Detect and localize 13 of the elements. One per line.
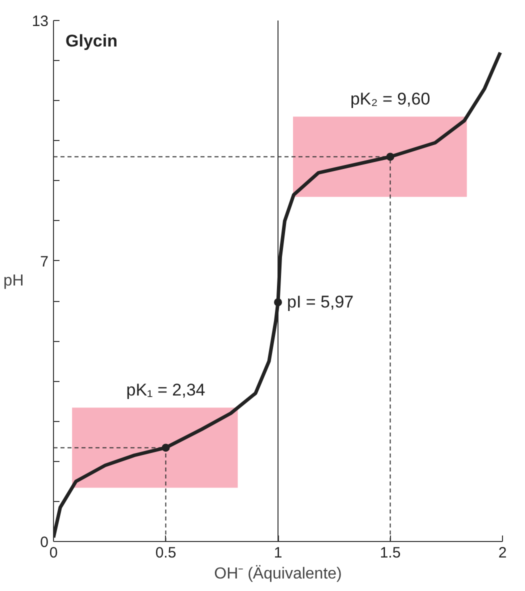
annotation: pI = 5,97 [287,292,354,312]
annotation: pK₁ = 2,34 [126,380,206,400]
y-tick-label: 0 [40,534,48,551]
x-axis-title: OH⁻ (Äquivalente) [214,564,342,582]
y-tick-label: 7 [40,253,48,270]
text: Glycin [66,32,118,50]
x-tick-label: 1 [274,544,282,562]
annotation: pK₂ = 9,60 [350,90,430,109]
x-tick-label: 2 [498,544,507,562]
x-tick-label: 0.5 [155,544,176,562]
x-tick-label: 1.5 [380,544,401,562]
y-tick-label: 13 [32,13,49,30]
y-axis-title: pH [3,272,24,290]
